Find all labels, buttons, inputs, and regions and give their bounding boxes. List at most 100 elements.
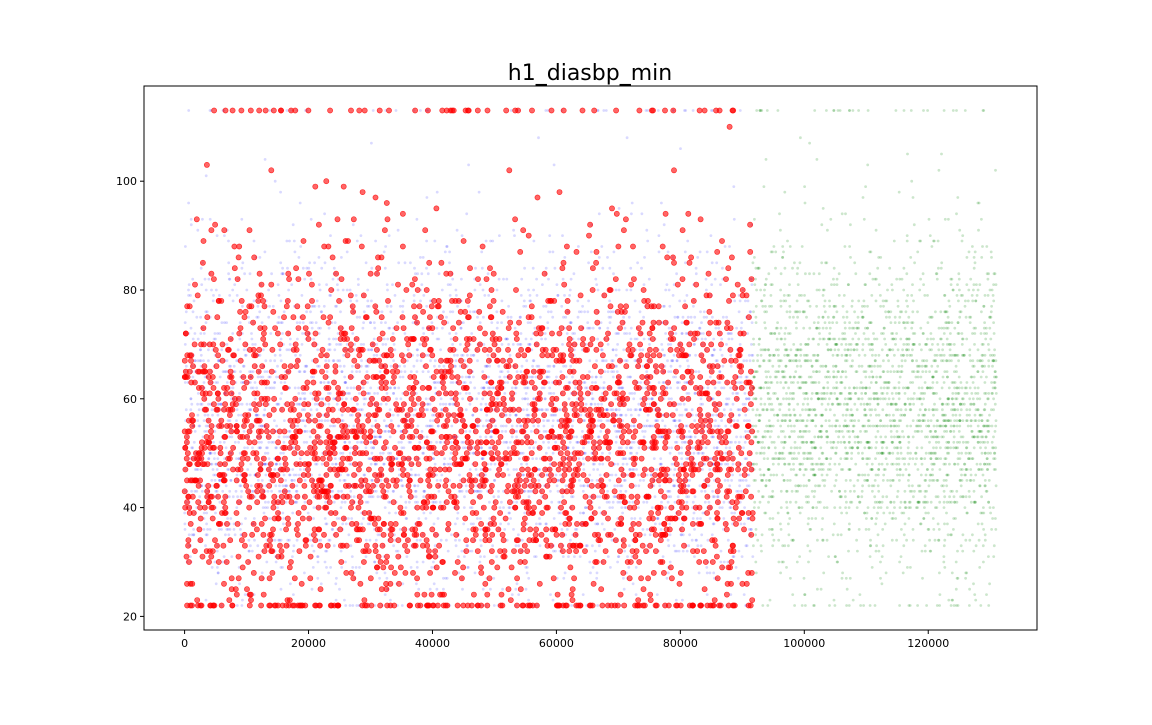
data-point [534,375,538,379]
data-point [571,332,575,335]
data-point [425,266,428,270]
data-point [916,310,919,314]
data-point [255,413,259,417]
data-point [187,294,191,297]
data-point [373,435,376,439]
data-point [292,239,296,243]
data-point [926,109,929,112]
data-point [710,109,713,112]
data-point [454,359,458,363]
data-point [481,587,485,591]
data-point [746,332,749,335]
data-point [684,261,687,265]
data-point [267,315,271,319]
data-point [492,495,496,499]
data-point [634,593,638,596]
data-point [547,310,550,314]
data-point [522,408,525,412]
data-point [599,430,603,433]
data-point [725,343,728,346]
data-point [506,370,510,373]
data-point [376,533,380,537]
data-point [509,315,513,319]
data-point [840,353,844,357]
data-point [935,392,938,395]
data-point [370,141,373,145]
data-point [461,397,464,401]
data-point [631,582,635,586]
data-point [529,489,533,493]
data-point [288,386,291,390]
data-point [957,272,961,276]
data-point [538,522,541,526]
data-point [242,348,246,352]
data-point [595,571,599,575]
data-point [492,576,496,580]
data-point [766,457,770,460]
data-point [349,413,352,417]
data-point [415,217,419,221]
data-point [629,413,633,417]
data-point [619,446,623,450]
data-point [199,353,203,357]
data-point [788,310,792,314]
data-point [295,484,299,488]
data-point [699,402,703,406]
data-point [903,522,907,526]
data-point [890,538,894,542]
data-point [868,272,872,276]
data-point [683,440,686,444]
data-point [419,109,422,112]
data-point [598,326,602,330]
data-point [365,370,369,373]
data-point [711,397,715,401]
data-point [436,424,440,428]
data-point [338,359,342,363]
data-point [241,304,244,308]
data-point [256,304,260,308]
data-point [203,375,207,379]
data-point [964,576,967,580]
data-point [562,576,566,580]
data-point [719,560,723,564]
data-point [247,408,251,412]
data-point [213,332,217,335]
data-point [732,555,736,558]
data-point [298,468,302,471]
data-point [317,332,321,335]
data-point [317,283,321,286]
data-point [459,326,463,330]
data-point [952,440,956,444]
data-point [669,364,673,368]
data-point [319,582,323,586]
data-point [279,321,283,324]
data-point [475,489,479,493]
data-point [216,571,220,575]
data-point [680,332,684,335]
data-point [405,517,409,520]
data-point [618,500,622,504]
data-point [340,370,344,373]
data-point [342,479,346,482]
data-point [847,604,851,607]
data-point [454,364,457,368]
data-point [810,381,813,384]
data-point [946,375,949,379]
data-point [555,283,559,286]
data-point [510,424,514,428]
data-point [310,544,314,548]
data-point [512,468,516,471]
data-point [667,343,670,346]
data-point [748,419,751,422]
data-point [806,402,810,406]
data-point [693,435,697,439]
data-point [920,430,924,433]
data-point [444,576,447,580]
data-point [533,555,536,558]
data-point [777,332,781,335]
data-point [712,522,716,526]
data-point [291,223,295,227]
data-point [269,517,272,520]
data-point [288,538,291,542]
data-point [427,353,430,357]
